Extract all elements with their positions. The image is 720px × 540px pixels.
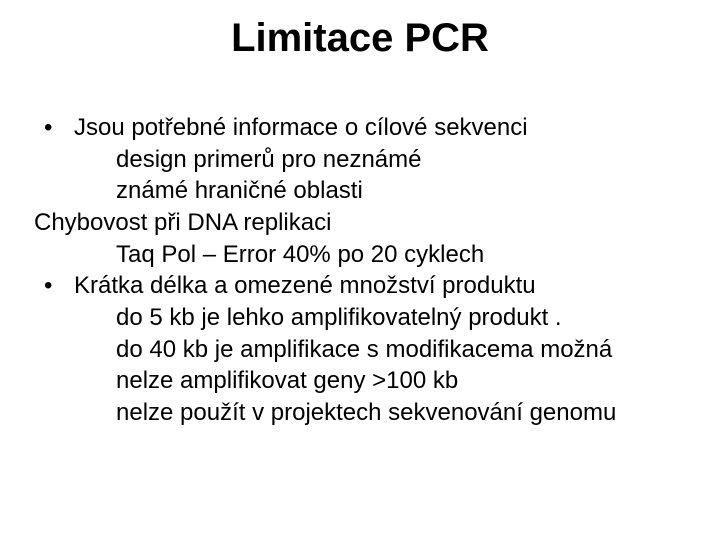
body-line: Taq Pol – Error 40% po 20 cyklech	[34, 239, 720, 271]
bullet-dot: •	[34, 112, 74, 144]
body-line: nelze použít v projektech sekvenování ge…	[34, 397, 720, 429]
bullet-text: Jsou potřebné informace o cílové sekvenc…	[74, 112, 720, 144]
body-line: nelze amplifikovat geny >100 kb	[34, 365, 720, 397]
body-line: Chybovost při DNA replikaci	[34, 207, 720, 239]
body-line: do 5 kb je lehko amplifikovatelný produk…	[34, 302, 720, 334]
bullet-item: • Krátka délka a omezené množství produk…	[34, 270, 720, 302]
body-line: design primerů pro neznámé	[34, 144, 720, 176]
bullet-item: • Jsou potřebné informace o cílové sekve…	[34, 112, 720, 144]
bullet-dot: •	[34, 270, 74, 302]
slide-title: Limitace PCR	[0, 16, 720, 61]
bullet-text: Krátka délka a omezené množství produktu	[74, 270, 720, 302]
slide: Limitace PCR • Jsou potřebné informace o…	[0, 0, 720, 540]
body-line: do 40 kb je amplifikace s modifikacema m…	[34, 334, 720, 366]
slide-body: • Jsou potřebné informace o cílové sekve…	[34, 112, 720, 429]
body-line: známé hraničné oblasti	[34, 175, 720, 207]
